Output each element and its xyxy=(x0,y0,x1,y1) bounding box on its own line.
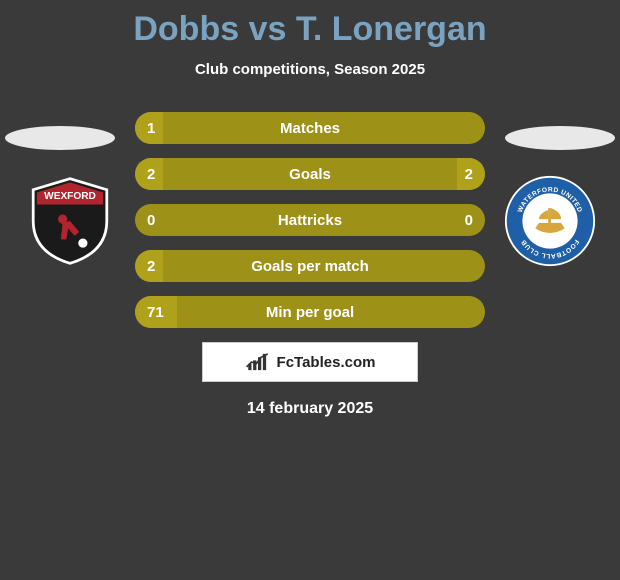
stat-label: Matches xyxy=(280,120,340,137)
stat-value-right: 2 xyxy=(465,166,473,183)
player-right-ellipse xyxy=(505,126,615,150)
brand-text: FcTables.com xyxy=(277,354,376,371)
stat-value-right: 0 xyxy=(465,212,473,229)
date-text: 14 february 2025 xyxy=(0,400,620,418)
club-badge-right: WATERFORD UNITED FOOTBALL CLUB xyxy=(504,175,596,267)
stat-value-left: 1 xyxy=(147,120,155,137)
page-subtitle: Club competitions, Season 2025 xyxy=(0,61,620,78)
stat-row: 2 Goals per match xyxy=(135,250,485,282)
page-title: Dobbs vs T. Lonergan xyxy=(0,0,620,49)
stat-value-left: 71 xyxy=(147,304,164,321)
player-left-ellipse xyxy=(5,126,115,150)
stat-row: 2 Goals 2 xyxy=(135,158,485,190)
stat-value-left: 0 xyxy=(147,212,155,229)
left-club-text: WEXFORD xyxy=(44,191,96,202)
stat-row: 71 Min per goal xyxy=(135,296,485,328)
brand-chart-icon xyxy=(245,351,271,373)
stat-row: 0 Hattricks 0 xyxy=(135,204,485,236)
stat-value-left: 2 xyxy=(147,166,155,183)
stat-label: Goals xyxy=(289,166,331,183)
stats-container: 1 Matches 2 Goals 2 0 Hattricks 0 2 Goals per mat… xyxy=(135,112,485,328)
brand-box: FcTables.com xyxy=(202,342,418,382)
stat-value-left: 2 xyxy=(147,258,155,275)
stat-row: 1 Matches xyxy=(135,112,485,144)
stat-label: Goals per match xyxy=(251,258,369,275)
stat-label: Min per goal xyxy=(266,304,354,321)
club-badge-left: WEXFORD xyxy=(24,175,116,267)
stat-label: Hattricks xyxy=(278,212,342,229)
